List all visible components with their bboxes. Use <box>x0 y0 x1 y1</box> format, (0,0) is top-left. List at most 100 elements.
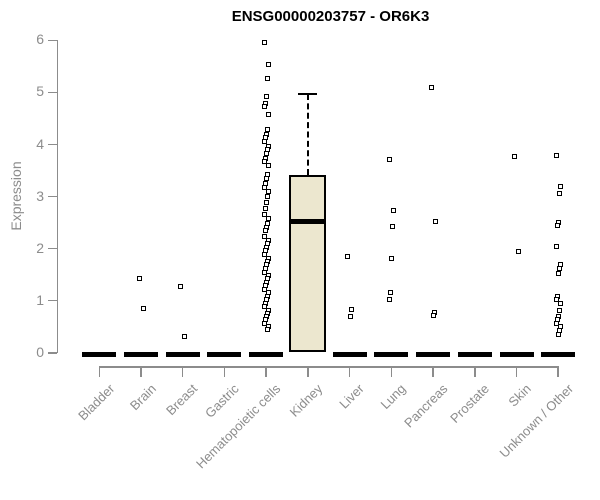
outlier-point <box>557 184 563 190</box>
outlier-point <box>555 331 561 337</box>
x-tick <box>223 366 226 377</box>
outlier-point <box>262 205 268 211</box>
outlier-point <box>261 159 267 165</box>
zero-median-dash <box>457 351 492 357</box>
outlier-point <box>265 62 271 68</box>
x-category-label: Pancreas <box>401 381 451 431</box>
x-tick <box>474 366 476 377</box>
box-median-line <box>289 219 327 224</box>
y-tick <box>48 299 57 302</box>
outlier-point <box>261 234 267 240</box>
outlier-point <box>555 270 561 276</box>
x-category-label: Gastric <box>202 381 243 421</box>
outlier-point <box>386 156 392 162</box>
whisker-cap <box>298 93 318 95</box>
outlier-point <box>261 185 267 191</box>
outlier-point <box>390 208 396 214</box>
outlier-point <box>432 218 438 224</box>
y-tick <box>48 143 57 146</box>
y-tick <box>48 91 57 94</box>
x-axis-line <box>98 366 559 368</box>
outlier-point <box>553 320 559 326</box>
outlier-point <box>428 84 434 90</box>
y-axis-line <box>56 40 58 353</box>
y-tick-label: 4 <box>36 135 44 152</box>
zero-median-dash <box>499 351 534 357</box>
outlier-point <box>516 249 521 255</box>
zero-median-dash <box>332 351 367 357</box>
outlier-point <box>140 306 146 312</box>
zero-median-dash <box>541 351 576 357</box>
y-tick-label: 5 <box>36 83 44 100</box>
outlier-point <box>349 307 355 313</box>
zero-median-dash <box>165 351 200 357</box>
x-tick <box>515 366 518 377</box>
x-category-label: Kidney <box>286 381 326 420</box>
outlier-point <box>345 254 351 260</box>
outlier-point <box>261 104 267 109</box>
outlier-point <box>388 255 394 261</box>
outlier-point <box>261 320 267 326</box>
outlier-point <box>261 40 267 46</box>
outlier-point <box>262 180 268 186</box>
outlier-point <box>261 139 267 145</box>
outlier-point <box>557 300 563 306</box>
zero-median-dash <box>374 351 409 357</box>
x-tick <box>307 366 309 377</box>
outlier-point <box>265 112 271 118</box>
outlier-point <box>182 333 188 339</box>
outlier-point <box>554 223 560 229</box>
outlier-point <box>348 313 354 319</box>
zero-median-dash <box>207 351 242 357</box>
zero-median-dash <box>249 351 284 357</box>
y-tick-label: 6 <box>36 31 44 48</box>
outlier-point <box>265 189 271 195</box>
y-tick-label: 1 <box>36 291 44 308</box>
outlier-point <box>512 153 517 159</box>
outlier-point <box>389 224 395 230</box>
x-category-label: Bladder <box>74 381 117 424</box>
outlier-point <box>386 296 392 302</box>
y-tick <box>48 195 57 198</box>
box <box>289 174 327 352</box>
outlier-point <box>264 194 270 200</box>
y-tick-label: 0 <box>36 343 44 360</box>
outlier-point <box>265 163 271 169</box>
outlier-point <box>264 75 270 81</box>
x-tick <box>432 366 434 377</box>
outlier-point <box>263 94 269 100</box>
y-tick-label: 2 <box>36 239 44 256</box>
x-category-label: Liver <box>336 381 368 412</box>
x-tick <box>181 366 184 377</box>
x-tick <box>98 366 101 377</box>
outlier-point <box>556 191 562 197</box>
outlier-point <box>261 304 267 310</box>
zero-median-dash <box>416 351 451 357</box>
whisker <box>306 94 309 175</box>
outlier-point <box>261 212 267 218</box>
y-tick-label: 3 <box>36 187 44 204</box>
outlier-point <box>387 290 393 296</box>
outlier-point <box>263 200 269 206</box>
y-tick <box>48 352 57 354</box>
outlier-point <box>553 152 559 158</box>
x-category-label: Prostate <box>447 381 493 426</box>
outlier-point <box>556 308 562 314</box>
x-tick <box>265 366 267 377</box>
x-category-label: Breast <box>163 381 201 419</box>
x-tick <box>348 366 351 377</box>
outlier-point <box>553 297 559 303</box>
zero-median-dash <box>82 351 117 357</box>
outlier-point <box>262 228 268 234</box>
chart-title: ENSG00000203757 - OR6K3 <box>231 8 430 25</box>
x-tick <box>390 366 393 377</box>
y-tick <box>48 247 57 250</box>
x-category-label: Skin <box>505 381 535 410</box>
x-tick <box>140 366 142 377</box>
x-category-label: Brain <box>126 381 159 414</box>
zero-median-dash <box>124 351 159 357</box>
outlier-point <box>261 269 267 275</box>
x-tick <box>557 366 559 377</box>
outlier-point <box>264 327 270 333</box>
